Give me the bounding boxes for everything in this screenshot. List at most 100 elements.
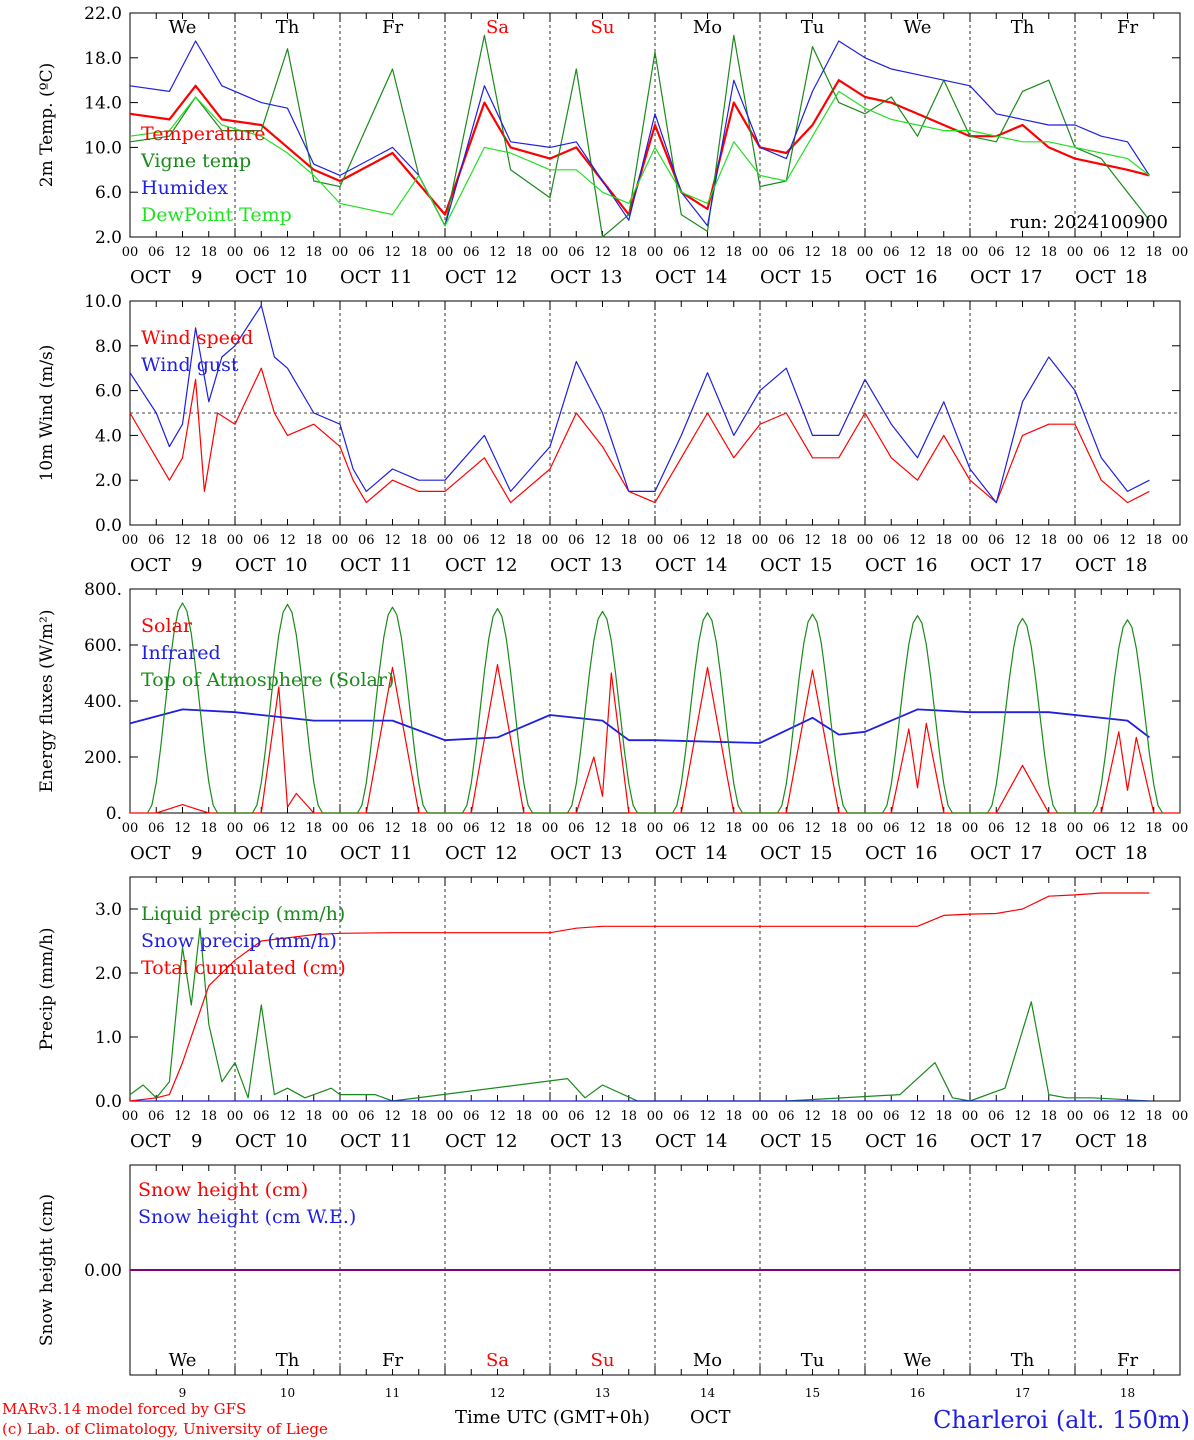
hour-label: 12 <box>804 533 821 548</box>
hour-label: 06 <box>568 245 585 260</box>
hour-label: 18 <box>410 1109 427 1124</box>
hour-label: 12 <box>489 821 506 836</box>
day-month-label: OCT <box>865 555 906 576</box>
legend-entry: DewPoint Temp <box>141 204 292 226</box>
legend-entry: Total cumulated (cm) <box>141 957 346 979</box>
hour-label: 00 <box>1172 1109 1189 1124</box>
y-axis-label: Precip (mm/h) <box>37 927 57 1050</box>
day-month-label: OCT <box>550 843 591 864</box>
snow-day-label: 10 <box>280 1386 295 1400</box>
panel-3: 0. 200. 400. 600. 800. Energy fluxes (W/m²) 00… <box>37 580 1188 864</box>
day-month-label: OCT <box>340 267 381 288</box>
hour-label: 12 <box>384 821 401 836</box>
hour-label: 00 <box>437 245 454 260</box>
hour-label: 12 <box>174 821 191 836</box>
hour-label: 18 <box>830 1109 847 1124</box>
snow-day-label: 18 <box>1120 1386 1135 1400</box>
legend-entry: Snow height (cm W.E.) <box>138 1206 356 1228</box>
hour-label: 00 <box>962 1109 979 1124</box>
hour-label: 00 <box>227 245 244 260</box>
panel-2: 0.0 2.0 4.0 6.0 8.0 10.0 10m Wind (m/s) 00 06 12 1… <box>37 292 1188 576</box>
hour-label: 00 <box>962 245 979 260</box>
day-number-label: 13 <box>600 555 623 576</box>
panel-1: 2.0 6.0 10.0 14.0 18.0 22.0 2m Temp. (ºC) 00 06 1… <box>37 4 1188 288</box>
day-number-label: 12 <box>495 843 518 864</box>
y-tick-label: 10.0 <box>84 292 122 312</box>
model-credit: MARv3.14 model forced by GFS <box>2 1400 246 1418</box>
y-tick-label: 2.0 <box>95 964 122 984</box>
day-month-label: OCT <box>655 1131 696 1152</box>
hour-label: 12 <box>1014 245 1031 260</box>
hour-label: 12 <box>1014 821 1031 836</box>
day-number-label: 9 <box>191 555 202 576</box>
weekday-label: Fr <box>1117 17 1138 38</box>
hour-label: 12 <box>909 1109 926 1124</box>
hour-label: 00 <box>332 821 349 836</box>
snow-day-label: 16 <box>910 1386 925 1400</box>
hour-label: 12 <box>384 245 401 260</box>
day-month-label: OCT <box>760 267 801 288</box>
snow-day-label: 12 <box>490 1386 505 1400</box>
station-name: Charleroi (alt. 150m) <box>933 1406 1190 1434</box>
y-tick-label: 0. <box>106 804 122 824</box>
hour-label: 06 <box>1093 533 1110 548</box>
legend-entry: Liquid precip (mm/h) <box>141 903 345 925</box>
legend-entry: Humidex <box>141 177 228 199</box>
y-tick-label: 0.00 <box>84 1261 122 1281</box>
y-tick-label: 6.0 <box>95 183 122 203</box>
y-tick-label: 800. <box>84 580 122 600</box>
day-number-label: 12 <box>495 555 518 576</box>
hour-label: 18 <box>935 1109 952 1124</box>
snow-day-label: 14 <box>700 1386 716 1400</box>
y-tick-label: 2.0 <box>95 228 122 248</box>
hour-label: 12 <box>804 821 821 836</box>
day-month-label: OCT <box>340 843 381 864</box>
hour-label: 06 <box>673 533 690 548</box>
hour-label: 12 <box>909 533 926 548</box>
hour-label: 06 <box>883 533 900 548</box>
hour-label: 06 <box>148 533 165 548</box>
hour-label: 18 <box>410 821 427 836</box>
hour-label: 00 <box>857 1109 874 1124</box>
hour-label: 18 <box>1040 245 1057 260</box>
hour-label: 06 <box>778 1109 795 1124</box>
y-tick-label: 1.0 <box>95 1028 122 1048</box>
day-number-label: 17 <box>1020 267 1043 288</box>
weekday-label: Fr <box>1117 1350 1138 1371</box>
hour-label: 00 <box>332 1109 349 1124</box>
day-month-label: OCT <box>970 843 1011 864</box>
hour-label: 06 <box>253 1109 270 1124</box>
hour-label: 06 <box>358 245 375 260</box>
hour-label: 18 <box>830 821 847 836</box>
hour-label: 00 <box>857 821 874 836</box>
hour-label: 18 <box>1145 245 1162 260</box>
hour-label: 00 <box>437 1109 454 1124</box>
day-number-label: 17 <box>1020 843 1043 864</box>
hour-label: 00 <box>752 533 769 548</box>
hour-label: 18 <box>305 1109 322 1124</box>
hour-label: 12 <box>279 245 296 260</box>
hour-label: 00 <box>752 1109 769 1124</box>
day-number-label: 11 <box>390 555 413 576</box>
hour-label: 12 <box>279 821 296 836</box>
hour-label: 06 <box>673 245 690 260</box>
weekday-label: We <box>904 17 932 38</box>
hour-label: 00 <box>962 533 979 548</box>
hour-label: 18 <box>305 245 322 260</box>
hour-label: 12 <box>1014 1109 1031 1124</box>
hour-label: 00 <box>647 821 664 836</box>
hour-label: 06 <box>463 821 480 836</box>
day-month-label: OCT <box>970 267 1011 288</box>
hour-label: 06 <box>358 821 375 836</box>
hour-label: 06 <box>568 1109 585 1124</box>
legend-entry: Top of Atmosphere (Solar) <box>141 669 394 691</box>
hour-label: 06 <box>463 1109 480 1124</box>
hour-label: 18 <box>305 533 322 548</box>
y-tick-label: 2.0 <box>95 471 122 491</box>
hour-label: 06 <box>988 1109 1005 1124</box>
day-month-label: OCT <box>130 1131 171 1152</box>
weekday-label: Th <box>276 1350 300 1371</box>
weekday-label: We <box>904 1350 932 1371</box>
weekday-label: Mo <box>693 17 722 38</box>
